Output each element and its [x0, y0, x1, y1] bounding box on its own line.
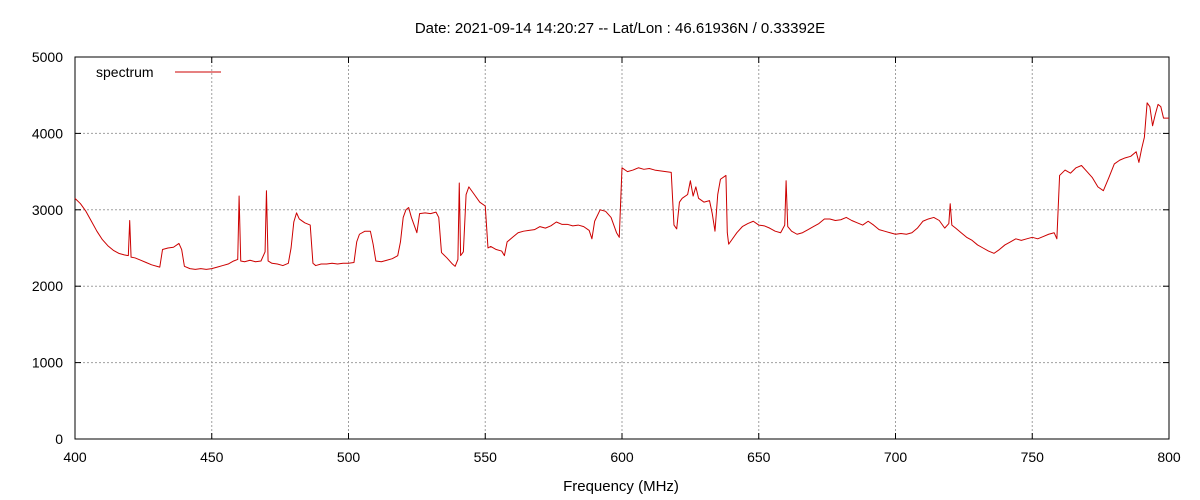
y-tick-label: 0 — [55, 431, 63, 447]
y-tick-label: 5000 — [32, 49, 63, 65]
y-tick-label: 2000 — [32, 278, 63, 294]
x-axis-title: Frequency (MHz) — [563, 478, 679, 495]
x-tick-label: 600 — [610, 449, 634, 465]
x-tick-label: 800 — [1157, 449, 1181, 465]
x-tick-label: 700 — [884, 449, 908, 465]
plot-frame — [74, 56, 1170, 440]
x-tick-label: 550 — [474, 449, 498, 465]
x-axis-ticks: 400 450 500 550 600 650 700 750 800 — [63, 57, 1181, 465]
chart-title: Date: 2021-09-14 14:20:27 -- Lat/Lon : 4… — [415, 20, 825, 37]
x-tick-label: 400 — [63, 449, 87, 465]
y-tick-label: 3000 — [32, 202, 63, 218]
x-tick-label: 450 — [200, 449, 224, 465]
x-tick-label: 750 — [1021, 449, 1045, 465]
x-tick-label: 500 — [337, 449, 361, 465]
x-tick-label: 650 — [747, 449, 771, 465]
y-tick-label: 4000 — [32, 125, 63, 141]
legend-label-spectrum: spectrum — [96, 64, 154, 80]
y-axis-ticks: 0 1000 2000 3000 4000 5000 — [32, 49, 1169, 447]
series-layer — [74, 102, 1169, 270]
series-line-spectrum — [74, 102, 1169, 270]
y-tick-label: 1000 — [32, 355, 63, 371]
legend: spectrum — [96, 64, 221, 80]
